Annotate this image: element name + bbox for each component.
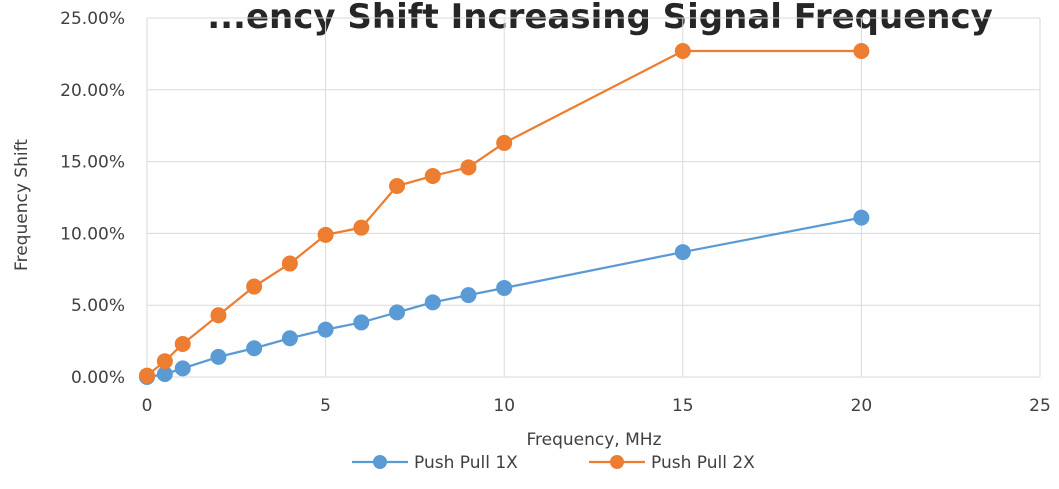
data-point bbox=[674, 43, 691, 60]
x-tick-label: 5 bbox=[320, 396, 331, 416]
legend-label: Push Pull 1X bbox=[414, 453, 518, 473]
data-point bbox=[281, 330, 298, 347]
y-tick-label: 5.00% bbox=[71, 296, 125, 316]
data-point bbox=[317, 226, 334, 243]
axes: 0 5 10 15 20 25 0.00% 5.00% 10.00% 15.00% 20.00% 25… bbox=[60, 9, 1051, 416]
y-tick-label: 20.00% bbox=[60, 81, 125, 101]
y-axis-title: Frequency Shift bbox=[12, 139, 32, 271]
data-point bbox=[317, 321, 334, 338]
data-point bbox=[424, 167, 441, 184]
x-tick-label: 0 bbox=[142, 396, 153, 416]
data-point bbox=[853, 43, 870, 60]
x-axis-title: Frequency, MHz bbox=[526, 430, 661, 450]
data-point bbox=[281, 255, 298, 272]
data-point bbox=[674, 244, 691, 261]
y-tick-label: 25.00% bbox=[60, 9, 125, 29]
legend-label: Push Pull 2X bbox=[651, 453, 755, 473]
y-tick-label: 0.00% bbox=[71, 368, 125, 388]
legend-item: Push Pull 1X bbox=[352, 453, 518, 473]
data-point bbox=[174, 335, 191, 352]
data-point bbox=[246, 340, 263, 357]
y-tick-label: 10.00% bbox=[60, 224, 125, 244]
data-point bbox=[460, 287, 477, 304]
x-tick-label: 25 bbox=[1029, 396, 1051, 416]
legend-swatch-marker bbox=[610, 455, 624, 469]
data-point bbox=[156, 353, 173, 370]
data-point bbox=[496, 279, 513, 296]
data-point bbox=[353, 314, 370, 331]
legend-item: Push Pull 2X bbox=[589, 453, 755, 473]
data-point bbox=[246, 278, 263, 295]
data-point bbox=[853, 209, 870, 226]
data-point bbox=[389, 178, 406, 195]
data-point bbox=[460, 159, 477, 176]
y-tick-label: 15.00% bbox=[60, 153, 125, 173]
data-point bbox=[389, 304, 406, 321]
data-point bbox=[210, 307, 227, 324]
series-layer bbox=[139, 43, 870, 385]
data-point bbox=[210, 348, 227, 365]
x-tick-label: 20 bbox=[851, 396, 873, 416]
gridlines bbox=[146, 17, 1041, 378]
data-point bbox=[139, 367, 155, 384]
data-point bbox=[174, 360, 191, 377]
x-tick-label: 10 bbox=[493, 396, 515, 416]
data-point bbox=[496, 134, 513, 151]
x-tick-label: 15 bbox=[672, 396, 694, 416]
series-2 bbox=[139, 43, 870, 384]
data-point bbox=[424, 294, 441, 311]
legend-swatch-marker bbox=[373, 455, 387, 469]
data-point bbox=[353, 219, 370, 236]
legend: Push Pull 1X Push Pull 2X bbox=[352, 453, 755, 473]
